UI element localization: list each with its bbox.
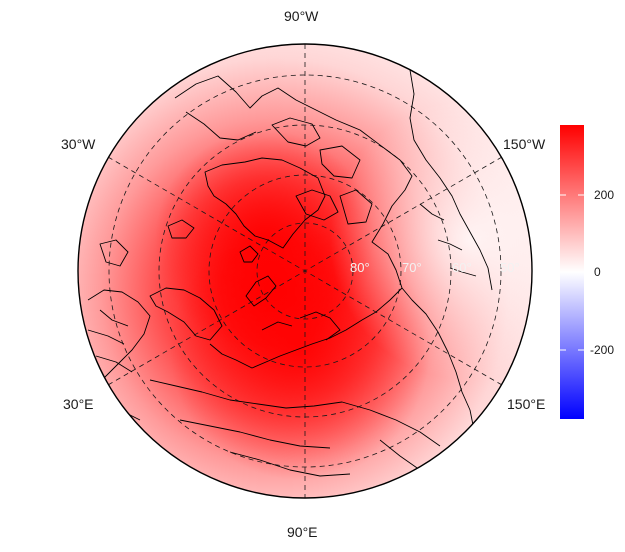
lon-label-lower-left: 30°E bbox=[63, 396, 94, 412]
taymyr-coast bbox=[261, 311, 341, 341]
europe-borders bbox=[87, 309, 133, 373]
canada-islands-coast bbox=[271, 117, 373, 225]
iceland bbox=[167, 219, 195, 239]
svalbard bbox=[239, 245, 259, 263]
colorbar-label-neg200: -200 bbox=[590, 343, 615, 357]
siberia-coast bbox=[209, 287, 403, 369]
north-america-coast bbox=[174, 75, 413, 289]
lat-label-60: 60° bbox=[452, 260, 472, 275]
lon-label-top: 90°W bbox=[284, 8, 319, 24]
greenland-coast bbox=[204, 157, 326, 249]
map-boundary bbox=[77, 43, 533, 499]
graticule bbox=[107, 44, 503, 498]
pacific-coast-upper bbox=[399, 47, 493, 291]
alaska-coast bbox=[401, 287, 471, 411]
lat-label-80: 80° bbox=[350, 260, 370, 275]
alaska-islands bbox=[419, 203, 477, 277]
colorbar bbox=[560, 125, 584, 419]
scandinavia-coast bbox=[149, 287, 223, 341]
europe-coast bbox=[87, 239, 151, 397]
lon-label-upper-left: 30°W bbox=[61, 136, 96, 152]
lon-label-lower-right: 150°E bbox=[507, 396, 546, 412]
latitude-circle-80 bbox=[256, 222, 354, 320]
lat-label-70: 70° bbox=[402, 260, 422, 275]
novaya-zemlya bbox=[245, 275, 277, 307]
colorbar-label-0: 0 bbox=[594, 265, 601, 279]
meridian-150w-30e bbox=[107, 156, 503, 386]
lon-label-bottom: 90°E bbox=[287, 524, 318, 540]
lat-label-50: 50° bbox=[500, 260, 520, 275]
lon-label-upper-right: 150°W bbox=[503, 136, 546, 152]
latitude-circle-70 bbox=[208, 174, 402, 368]
colorbar-label-200: 200 bbox=[594, 188, 615, 202]
hudson-bay-coast bbox=[185, 111, 257, 141]
